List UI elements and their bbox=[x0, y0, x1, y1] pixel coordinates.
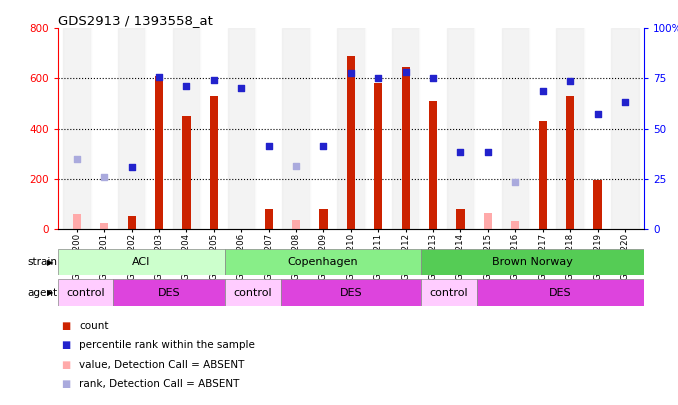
Bar bbox=[225, 249, 420, 275]
Point bbox=[263, 143, 274, 149]
Bar bbox=[346, 56, 355, 229]
Text: control: control bbox=[66, 288, 105, 298]
Bar bbox=[319, 209, 327, 229]
Bar bbox=[113, 279, 225, 306]
Text: ■: ■ bbox=[61, 341, 71, 350]
Bar bbox=[155, 76, 163, 229]
Point bbox=[565, 78, 576, 84]
Text: control: control bbox=[429, 288, 468, 298]
Bar bbox=[91, 28, 118, 229]
Bar bbox=[538, 121, 547, 229]
Text: Brown Norway: Brown Norway bbox=[492, 257, 573, 267]
Bar bbox=[127, 216, 136, 229]
Bar bbox=[584, 28, 611, 229]
Text: count: count bbox=[79, 321, 109, 331]
Point bbox=[154, 74, 165, 81]
Bar bbox=[73, 214, 81, 229]
Point bbox=[537, 88, 548, 94]
Point bbox=[620, 99, 631, 106]
Bar bbox=[611, 28, 639, 229]
Bar bbox=[529, 28, 557, 229]
Point bbox=[318, 143, 329, 149]
Text: Copenhagen: Copenhagen bbox=[287, 257, 358, 267]
Bar bbox=[477, 279, 644, 306]
Bar bbox=[511, 221, 519, 229]
Bar bbox=[420, 249, 644, 275]
Point bbox=[181, 83, 192, 89]
Point bbox=[373, 75, 384, 82]
Point bbox=[99, 174, 110, 181]
Text: percentile rank within the sample: percentile rank within the sample bbox=[79, 341, 255, 350]
Bar bbox=[456, 209, 464, 229]
Point bbox=[400, 69, 411, 75]
Bar bbox=[228, 28, 255, 229]
Point bbox=[455, 149, 466, 156]
Text: ■: ■ bbox=[61, 360, 71, 370]
Text: GDS2913 / 1393558_at: GDS2913 / 1393558_at bbox=[58, 14, 212, 27]
Text: ACI: ACI bbox=[132, 257, 151, 267]
Bar bbox=[484, 213, 492, 229]
Bar bbox=[292, 220, 300, 229]
Bar bbox=[374, 83, 382, 229]
Point bbox=[346, 70, 357, 77]
Bar bbox=[474, 28, 502, 229]
Bar bbox=[420, 279, 477, 306]
Bar bbox=[118, 28, 145, 229]
Text: ▶: ▶ bbox=[47, 288, 54, 297]
Bar bbox=[365, 28, 392, 229]
Bar bbox=[557, 28, 584, 229]
Bar bbox=[58, 279, 113, 306]
Point bbox=[510, 179, 521, 186]
Text: ▶: ▶ bbox=[47, 258, 54, 267]
Bar bbox=[100, 223, 108, 229]
Bar bbox=[281, 279, 420, 306]
Bar bbox=[282, 28, 310, 229]
Bar bbox=[200, 28, 228, 229]
Bar bbox=[63, 28, 91, 229]
Bar bbox=[401, 67, 410, 229]
Text: strain: strain bbox=[27, 257, 57, 267]
Point bbox=[291, 163, 302, 169]
Point bbox=[71, 156, 82, 162]
Text: rank, Detection Call = ABSENT: rank, Detection Call = ABSENT bbox=[79, 379, 240, 389]
Bar bbox=[182, 116, 191, 229]
Text: agent: agent bbox=[27, 288, 57, 298]
Text: DES: DES bbox=[158, 288, 180, 298]
Text: DES: DES bbox=[549, 288, 572, 298]
Bar bbox=[225, 279, 281, 306]
Bar bbox=[173, 28, 200, 229]
Bar bbox=[310, 28, 337, 229]
Point bbox=[592, 110, 603, 117]
Point bbox=[428, 75, 439, 82]
Point bbox=[126, 164, 137, 171]
Bar bbox=[429, 101, 437, 229]
Bar bbox=[255, 28, 282, 229]
Text: ■: ■ bbox=[61, 379, 71, 389]
Text: value, Detection Call = ABSENT: value, Detection Call = ABSENT bbox=[79, 360, 245, 370]
Bar bbox=[210, 96, 218, 229]
Bar bbox=[593, 180, 601, 229]
Bar bbox=[264, 209, 273, 229]
Bar bbox=[392, 28, 420, 229]
Bar bbox=[58, 249, 225, 275]
Bar bbox=[420, 28, 447, 229]
Bar bbox=[566, 96, 574, 229]
Bar bbox=[447, 28, 474, 229]
Point bbox=[208, 77, 219, 83]
Point bbox=[483, 149, 494, 156]
Text: DES: DES bbox=[340, 288, 362, 298]
Text: control: control bbox=[234, 288, 273, 298]
Text: ■: ■ bbox=[61, 321, 71, 331]
Point bbox=[236, 85, 247, 92]
Bar bbox=[337, 28, 365, 229]
Bar bbox=[145, 28, 173, 229]
Bar bbox=[502, 28, 529, 229]
